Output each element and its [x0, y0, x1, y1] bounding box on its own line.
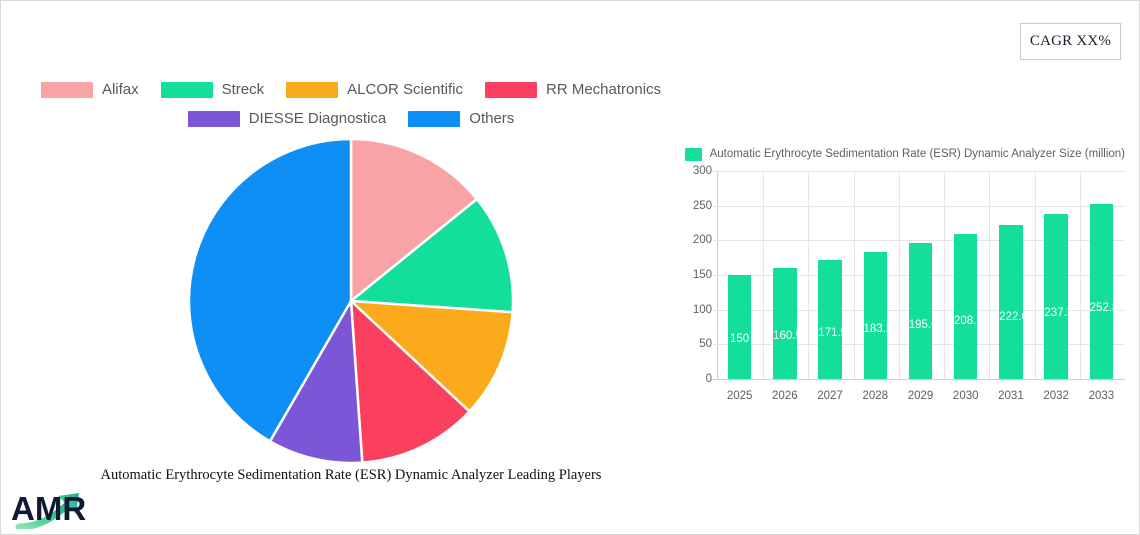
bar-value-label: 183.2: [863, 323, 893, 336]
bar-value-label: 208.7: [953, 315, 983, 328]
pie-slice[interactable]: [268, 296, 364, 465]
bar-chart-legend[interactable]: Automatic Erythrocyte Sedimentation Rate…: [685, 145, 1125, 163]
bar-value-label: 237.3: [1044, 306, 1074, 319]
bar[interactable]: 160.5: [773, 267, 802, 379]
y-axis-tick-label: 100: [692, 303, 712, 316]
y-axis-tick-label: 150: [692, 269, 712, 281]
legend-item-streck[interactable]: Streck: [160, 81, 265, 98]
gridline: [713, 379, 1125, 380]
x-axis-tick-label: 2027: [817, 390, 843, 402]
legend-swatch-diesse-diagnostica: [187, 110, 240, 127]
vertical-gridline: [853, 171, 855, 379]
legend-swatch-rr-mechatronics: [485, 81, 538, 98]
bar-value-label: 252.8: [1089, 301, 1119, 314]
pie-slice[interactable]: [347, 197, 515, 314]
pie-legend-row-2: DIESSE Diagnostica Others: [1, 104, 701, 133]
amr-arrow-head: [58, 493, 79, 514]
legend-label-diesse-diagnostica: DIESSE Diagnostica: [248, 110, 387, 127]
bar[interactable]: 183.2: [863, 251, 893, 379]
bar[interactable]: 171.5: [818, 260, 848, 379]
pie-slice[interactable]: [187, 137, 353, 444]
legend-swatch-others: [408, 110, 461, 127]
vertical-gridline: [808, 171, 810, 379]
x-axis-tick-label: 2025: [726, 390, 753, 402]
legend-swatch-streck: [160, 81, 213, 98]
x-axis-tick-label: 2032: [1043, 390, 1069, 402]
bar-chart-plot-area: 0 50 100 150 200 250 300 150 2025 160.5 2026 171.5…: [685, 165, 1125, 407]
bar-value-label: 222.6: [999, 311, 1028, 324]
bar-value-label: 195.6: [908, 319, 938, 332]
bar-legend-label: Automatic Erythrocyte Sedimentation Rate…: [709, 148, 1125, 160]
vertical-gridline: [1079, 171, 1081, 379]
y-axis-tick-label: 300: [692, 165, 712, 177]
legend-item-rr-mechatronics[interactable]: RR Mechatronics: [485, 81, 661, 98]
bar-value-label: 150: [730, 333, 750, 346]
x-axis-tick-label: 2029: [907, 390, 934, 402]
amr-logo: AMR: [11, 487, 97, 531]
x-axis-tick-label: 2031: [998, 390, 1024, 402]
amr-logo-svg: AMR: [11, 490, 86, 531]
legend-label-streck: Streck: [221, 81, 265, 98]
x-axis-tick-label: 2028: [862, 390, 889, 402]
pie-chart-caption: Automatic Erythrocyte Sedimentation Rate…: [100, 467, 602, 483]
pie-slice[interactable]: [349, 297, 472, 464]
bar-legend-swatch: [685, 147, 702, 161]
cagr-badge: CAGR XX%: [1020, 23, 1121, 60]
pie-chart: [187, 137, 515, 465]
legend-swatch-alcor-scientific: [286, 81, 339, 98]
gridline: [713, 240, 1125, 242]
gridline: [713, 205, 1125, 207]
y-axis-tick-label: 50: [699, 338, 712, 351]
vertical-gridline: [944, 171, 946, 379]
legend-label-alifax: Alifax: [101, 81, 139, 98]
bar-chart: Automatic Erythrocyte Sedimentation Rate…: [685, 145, 1125, 411]
legend-label-alcor-scientific: ALCOR Scientific: [347, 81, 464, 98]
x-axis-tick-label: 2033: [1088, 390, 1115, 402]
pie-slice[interactable]: [349, 137, 479, 304]
legend-item-alcor-scientific[interactable]: ALCOR Scientific: [286, 81, 463, 98]
cagr-badge-label: CAGR XX%: [1029, 33, 1112, 49]
y-axis-tick-label: 200: [692, 234, 712, 247]
bar[interactable]: 208.7: [953, 234, 983, 379]
y-axis-tick-label: 250: [692, 199, 712, 212]
bar-value-label: 160.5: [773, 330, 802, 343]
amr-arrow-curve: [15, 497, 75, 531]
bar[interactable]: 222.6: [999, 224, 1028, 379]
legend-label-others: Others: [469, 110, 515, 127]
bar[interactable]: 237.3: [1044, 214, 1074, 379]
pie-legend: Alifax Streck ALCOR Scientific RR Mechat…: [1, 75, 701, 133]
pie-slice[interactable]: [347, 299, 514, 414]
legend-item-alifax[interactable]: Alifax: [40, 81, 139, 98]
y-axis-tick-label: 0: [705, 373, 712, 385]
x-axis-tick-label: 2030: [952, 390, 979, 402]
legend-label-rr-mechatronics: RR Mechatronics: [546, 81, 662, 98]
x-axis-tick-label: 2026: [772, 390, 798, 402]
legend-swatch-alifax: [40, 81, 93, 98]
bar[interactable]: 195.6: [908, 243, 938, 379]
legend-item-diesse-diagnostica[interactable]: DIESSE Diagnostica: [187, 110, 387, 127]
pie-chart-svg[interactable]: [187, 137, 515, 465]
amr-logo-text: AMR: [11, 490, 86, 527]
bar[interactable]: 150: [727, 275, 752, 379]
pie-legend-row-1: Alifax Streck ALCOR Scientific RR Mechat…: [1, 75, 701, 104]
vertical-gridline: [763, 171, 765, 379]
legend-item-others[interactable]: Others: [408, 110, 514, 127]
vertical-gridline: [898, 171, 900, 379]
bar[interactable]: 252.8: [1089, 203, 1119, 379]
bar-value-label: 171.5: [818, 326, 848, 339]
vertical-gridline: [1034, 171, 1036, 379]
gridline: [713, 171, 1125, 172]
vertical-gridline: [989, 171, 991, 379]
